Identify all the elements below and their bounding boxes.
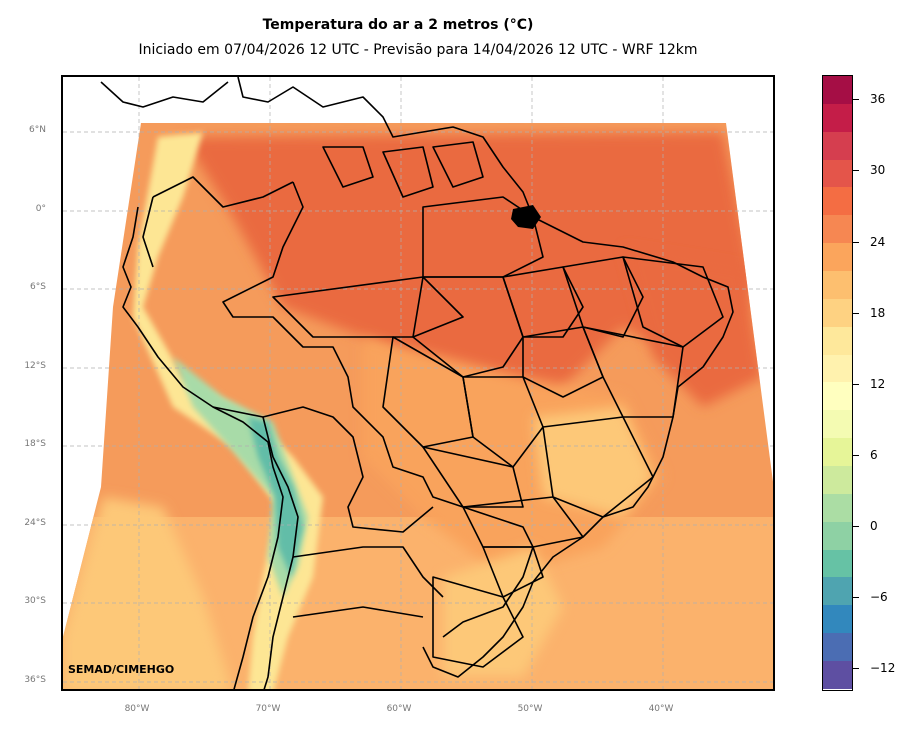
colorbar-tick [853, 384, 859, 385]
lon-label: 70°W [255, 704, 281, 714]
colorbar-level [823, 605, 852, 634]
lon-label: 40°W [648, 704, 674, 714]
graticule [63, 77, 773, 689]
colorbar-level [823, 271, 852, 299]
colorbar-tick [853, 597, 859, 598]
lat-label: 0° [35, 204, 46, 214]
colorbar-level [823, 382, 852, 411]
colorbar-level [823, 438, 852, 467]
lon-label: 60°W [386, 704, 412, 714]
lon-label: 80°W [124, 704, 150, 714]
colorbar-level [823, 326, 852, 355]
lat-label: 18°S [24, 439, 46, 449]
colorbar-level [823, 493, 852, 522]
colorbar-tick-label: −12 [870, 661, 896, 675]
colorbar-level [823, 521, 852, 550]
colorbar-tick-label: 24 [870, 235, 886, 249]
lat-label: 6°N [29, 125, 46, 135]
colorbar-level [823, 633, 852, 662]
colorbar-level [823, 131, 852, 160]
colorbar-tick [853, 526, 859, 527]
colorbar-level [823, 549, 852, 578]
colorbar-level [823, 410, 852, 439]
lat-label: 36°S [24, 675, 46, 685]
colorbar-tick-label: −6 [870, 590, 888, 604]
colorbar-tick-label: 18 [870, 306, 886, 320]
lon-label: 50°W [517, 704, 543, 714]
colorbar-tick-label: 0 [870, 519, 878, 533]
map-title: Temperatura do ar a 2 metros (°C) [262, 17, 534, 33]
lat-label: 24°S [24, 518, 46, 528]
lat-label: 12°S [24, 361, 46, 371]
colorbar-level [823, 466, 852, 494]
temperature-map [61, 75, 775, 691]
colorbar-level [823, 243, 852, 272]
colorbar-tick-label: 30 [870, 163, 886, 177]
colorbar-tick-label: 36 [870, 92, 886, 106]
colorbar-tick-label: 6 [870, 448, 878, 462]
colorbar [822, 75, 853, 691]
map-subtitle: Iniciado em 07/04/2026 12 UTC - Previsão… [138, 42, 698, 58]
country-borders [100, 77, 734, 689]
colorbar-level [823, 103, 852, 132]
colorbar-level [823, 354, 852, 383]
colorbar-tick [853, 455, 859, 456]
colorbar-tick-label: 12 [870, 377, 886, 391]
colorbar-level [823, 661, 852, 689]
amazon-delta [511, 205, 541, 229]
colorbar-tick [853, 313, 859, 314]
colorbar-level [823, 159, 852, 188]
colorbar-level [823, 577, 852, 606]
lat-label: 6°S [30, 282, 46, 292]
colorbar-tick [853, 99, 859, 100]
temperature-field [63, 123, 773, 689]
colorbar-tick [853, 170, 859, 171]
colorbar-level [823, 187, 852, 216]
colorbar-tick [853, 242, 859, 243]
credit-label: SEMAD/CIMEHGO [68, 663, 175, 676]
colorbar-tick [853, 668, 859, 669]
lat-label: 30°S [24, 596, 46, 606]
map-canvas [63, 77, 773, 689]
colorbar-level [823, 298, 852, 327]
colorbar-level [823, 76, 852, 104]
colorbar-level [823, 215, 852, 244]
